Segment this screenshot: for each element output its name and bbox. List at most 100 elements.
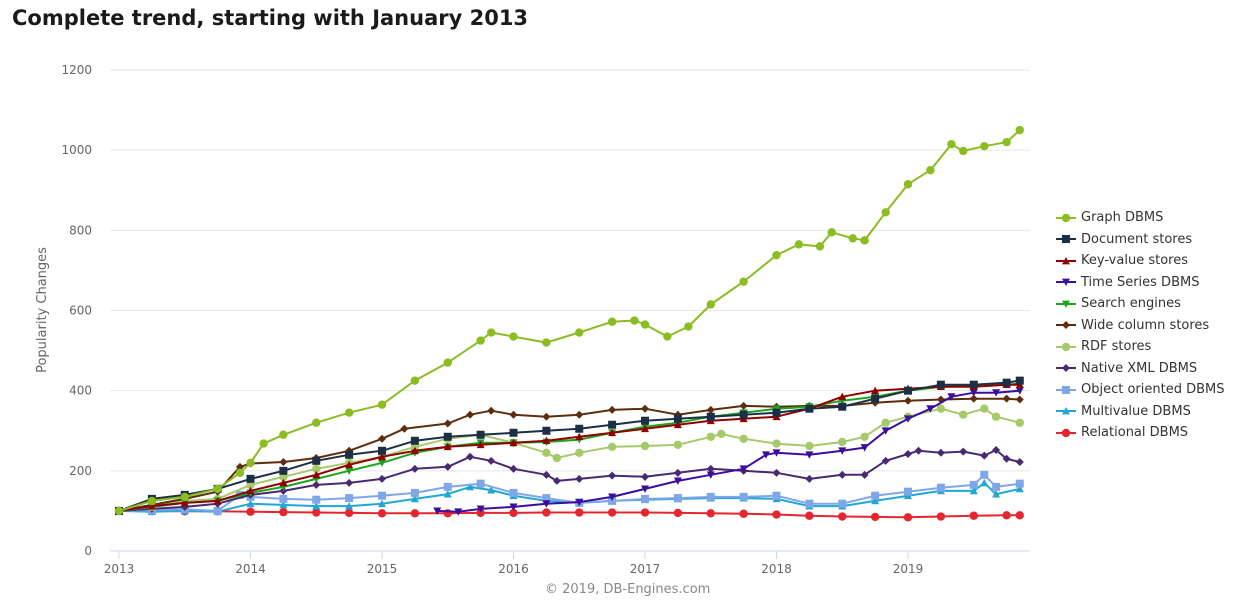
data-point[interactable]	[772, 491, 781, 500]
data-point[interactable]	[706, 412, 715, 421]
data-point[interactable]	[1002, 378, 1011, 387]
data-point[interactable]	[1015, 418, 1024, 427]
data-point[interactable]	[959, 410, 968, 419]
data-point[interactable]	[904, 487, 912, 496]
data-point[interactable]	[838, 512, 847, 521]
data-point[interactable]	[860, 444, 869, 452]
data-point[interactable]	[739, 434, 748, 443]
data-point[interactable]	[542, 470, 551, 479]
data-point[interactable]	[246, 458, 255, 468]
data-point[interactable]	[259, 439, 268, 448]
data-point[interactable]	[630, 316, 639, 325]
data-point[interactable]	[607, 317, 617, 326]
data-point[interactable]	[443, 490, 452, 498]
data-point[interactable]	[213, 496, 222, 505]
data-point[interactable]	[180, 492, 189, 502]
credits-link[interactable]: © 2019, DB-Engines.com	[545, 582, 711, 597]
data-point[interactable]	[378, 499, 386, 508]
data-point[interactable]	[673, 477, 682, 485]
data-point[interactable]	[1015, 395, 1024, 404]
data-point[interactable]	[640, 508, 650, 517]
data-point[interactable]	[476, 430, 485, 439]
data-point[interactable]	[871, 491, 880, 500]
data-point[interactable]	[936, 404, 946, 413]
data-point[interactable]	[509, 428, 518, 437]
data-point[interactable]	[487, 406, 496, 415]
data-point[interactable]	[794, 240, 804, 249]
legend-item[interactable]: Relational DBMS	[1056, 422, 1225, 444]
data-point[interactable]	[575, 448, 584, 457]
data-point[interactable]	[410, 376, 420, 385]
legend-item[interactable]: Native XML DBMS	[1056, 358, 1225, 380]
data-point[interactable]	[509, 488, 518, 497]
data-point[interactable]	[235, 462, 244, 471]
data-point[interactable]	[575, 474, 584, 483]
data-point[interactable]	[815, 242, 825, 251]
data-point[interactable]	[936, 512, 946, 521]
data-point[interactable]	[147, 502, 156, 510]
data-point[interactable]	[509, 464, 518, 473]
data-point[interactable]	[1015, 125, 1024, 135]
data-point[interactable]	[871, 386, 880, 395]
data-point[interactable]	[608, 420, 617, 429]
data-point[interactable]	[969, 511, 978, 520]
data-point[interactable]	[969, 480, 978, 489]
data-point[interactable]	[542, 500, 551, 508]
data-point[interactable]	[607, 508, 617, 517]
data-point[interactable]	[246, 474, 255, 483]
data-point[interactable]	[739, 410, 748, 419]
data-point[interactable]	[608, 493, 617, 501]
data-point[interactable]	[641, 404, 649, 413]
data-point[interactable]	[378, 452, 386, 461]
data-point[interactable]	[673, 414, 682, 423]
data-point[interactable]	[992, 482, 1001, 491]
data-point[interactable]	[246, 507, 255, 516]
data-point[interactable]	[838, 470, 847, 479]
data-point[interactable]	[279, 466, 288, 475]
data-point[interactable]	[772, 408, 781, 417]
legend-item[interactable]: Wide column stores	[1056, 315, 1225, 337]
data-point[interactable]	[673, 508, 683, 518]
data-point[interactable]	[476, 505, 485, 513]
data-point[interactable]	[410, 464, 419, 473]
data-point[interactable]	[805, 511, 814, 520]
data-point[interactable]	[1002, 511, 1011, 520]
data-point[interactable]	[312, 470, 321, 479]
data-point[interactable]	[871, 496, 880, 505]
data-point[interactable]	[235, 468, 245, 478]
data-point[interactable]	[575, 424, 584, 433]
data-point[interactable]	[1015, 484, 1024, 493]
data-point[interactable]	[378, 459, 386, 467]
data-point[interactable]	[1002, 137, 1011, 147]
data-point[interactable]	[608, 405, 617, 414]
data-point[interactable]	[772, 449, 781, 457]
data-point[interactable]	[848, 234, 857, 243]
data-point[interactable]	[1015, 458, 1024, 467]
data-point[interactable]	[706, 492, 715, 501]
data-point[interactable]	[805, 451, 814, 459]
data-point[interactable]	[509, 332, 518, 341]
data-point[interactable]	[1015, 376, 1024, 385]
data-point[interactable]	[378, 491, 386, 500]
data-point[interactable]	[739, 492, 748, 501]
data-point[interactable]	[926, 166, 935, 175]
data-point[interactable]	[706, 405, 715, 414]
data-point[interactable]	[443, 462, 452, 471]
data-point[interactable]	[433, 507, 442, 515]
data-point[interactable]	[575, 410, 584, 419]
data-point[interactable]	[641, 416, 649, 425]
data-point[interactable]	[410, 436, 419, 445]
data-point[interactable]	[312, 456, 321, 465]
legend-item[interactable]: Multivalue DBMS	[1056, 401, 1225, 423]
data-point[interactable]	[487, 486, 496, 494]
data-point[interactable]	[575, 508, 584, 517]
data-point[interactable]	[641, 472, 649, 481]
data-point[interactable]	[410, 509, 420, 518]
data-point[interactable]	[279, 478, 288, 487]
data-point[interactable]	[772, 510, 781, 519]
data-point[interactable]	[904, 415, 912, 423]
data-point[interactable]	[641, 485, 649, 493]
data-point[interactable]	[881, 208, 890, 217]
data-point[interactable]	[805, 441, 814, 451]
data-point[interactable]	[947, 393, 956, 401]
